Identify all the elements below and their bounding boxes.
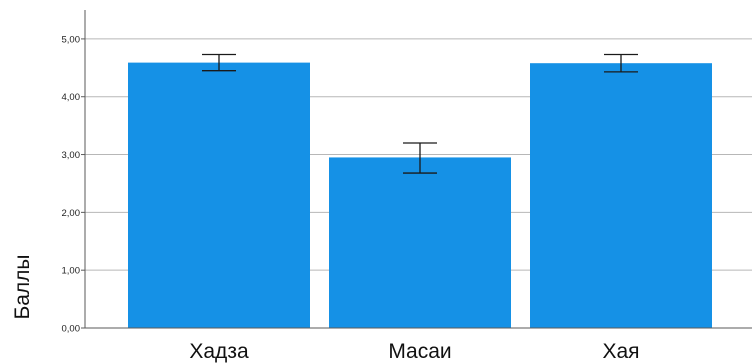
y-axis-label: Баллы [11,254,34,319]
y-tick-label-5: 5,00 [62,34,81,45]
bars [128,62,712,329]
x-tick-label-0: Хадза [189,340,249,363]
y-tick-label-4: 4,00 [62,92,81,103]
x-tick-labels: Хадза Масаи Хая [189,340,639,363]
x-tick-label-2: Хая [602,340,639,363]
x-tick-label-1: Масаи [388,340,451,363]
y-tick-labels: 0,00 1,00 2,00 3,00 4,00 5,00 [62,34,81,334]
bar-Масаи [329,157,511,328]
bar-Хадза [128,62,310,329]
y-tick-label-2: 2,00 [62,208,81,219]
bar-Хая [530,63,712,329]
y-tick-label-3: 3,00 [62,150,81,161]
y-tick-label-1: 1,00 [62,266,81,277]
error-bars [202,53,638,174]
y-tick-label-0: 0,00 [62,324,81,335]
axes [81,10,752,329]
